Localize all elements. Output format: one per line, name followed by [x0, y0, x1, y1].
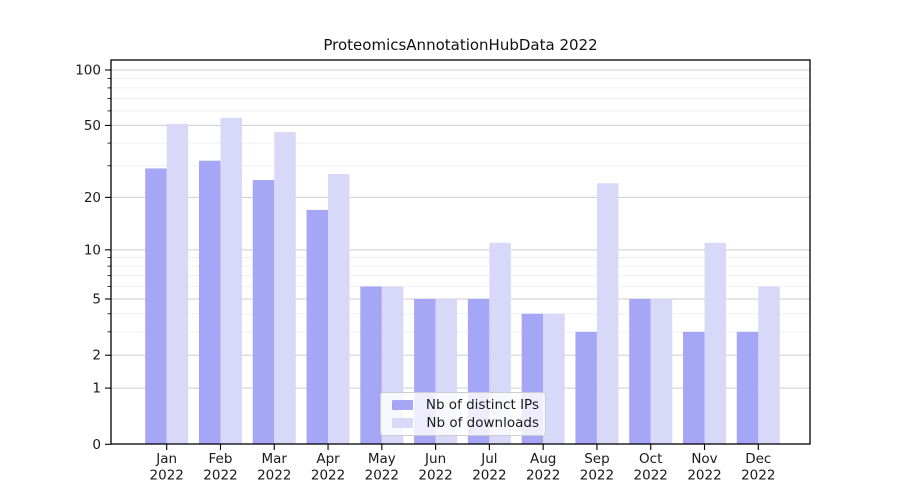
bar-downloads-Feb: [220, 117, 242, 444]
y-tick-label: 2: [92, 348, 101, 364]
x-tick-label-month: Jul: [480, 451, 497, 467]
x-tick-label-month: Jun: [424, 451, 446, 467]
bar-downloads-Apr: [328, 174, 350, 444]
x-tick-label-month: Feb: [209, 451, 233, 467]
y-tick-label: 5: [92, 291, 101, 307]
legend-label-distinct-ips: Nb of distinct IPs: [425, 396, 539, 413]
plot-frame: [110, 59, 811, 445]
x-tick-label-year: 2022: [580, 468, 614, 484]
bar-downloads-Dec: [758, 286, 780, 444]
legend-item-downloads: Nb of downloads: [387, 414, 539, 432]
x-tick-label-year: 2022: [257, 468, 291, 484]
x-tick-label-month: Jan: [155, 451, 177, 467]
bar-distinct-ips-Jan: [145, 168, 167, 444]
x-tick-label-year: 2022: [687, 468, 721, 484]
bar-downloads-Jan: [166, 123, 189, 445]
x-tick-label-year: 2022: [365, 468, 399, 484]
bar-downloads-Nov: [704, 242, 726, 444]
x-tick-label-month: Aug: [530, 451, 556, 467]
bar-distinct-ips-Sep: [575, 331, 597, 444]
bar-downloads-Mar: [274, 132, 296, 444]
x-tick-label-month: Mar: [262, 451, 288, 467]
x-tick-label-month: May: [368, 451, 396, 467]
x-tick-label-month: Dec: [745, 451, 771, 467]
y-tick-label: 0: [92, 437, 101, 453]
bar-distinct-ips-Mar: [252, 180, 275, 445]
bar-downloads-Sep: [596, 183, 619, 444]
chart-title: ProteomicsAnnotationHubData 2022: [323, 36, 598, 54]
y-tick-label: 50: [84, 118, 101, 134]
bar-downloads-Aug: [543, 313, 565, 444]
legend: Nb of distinct IPs Nb of downloads: [380, 392, 546, 436]
x-tick-label-year: 2022: [311, 468, 345, 484]
y-tick-label: 10: [84, 242, 101, 258]
bar-distinct-ips-Dec: [736, 331, 759, 444]
legend-item-distinct-ips: Nb of distinct IPs: [387, 396, 539, 414]
bar-downloads-Oct: [650, 298, 673, 444]
x-tick-label-year: 2022: [472, 468, 506, 484]
bar-distinct-ips-Nov: [683, 331, 705, 444]
x-tick-label-year: 2022: [526, 468, 560, 484]
x-tick-label-year: 2022: [741, 468, 775, 484]
x-tick-label-year: 2022: [150, 468, 184, 484]
x-tick-label-month: Apr: [316, 451, 340, 467]
legend-swatch-distinct-ips-icon: [392, 399, 413, 410]
y-tick-label: 20: [84, 190, 101, 206]
x-tick-label-year: 2022: [418, 468, 452, 484]
bar-distinct-ips-May: [360, 286, 382, 444]
bar-distinct-ips-Oct: [629, 298, 651, 444]
bar-distinct-ips-Feb: [198, 160, 221, 445]
x-tick-label-month: Oct: [639, 451, 662, 467]
x-tick-label-year: 2022: [634, 468, 668, 484]
legend-label-downloads: Nb of downloads: [426, 415, 539, 432]
legend-swatch-downloads-icon: [392, 418, 414, 429]
bar-distinct-ips-Apr: [306, 209, 329, 444]
y-tick-label: 1: [92, 381, 101, 397]
y-tick-label: 100: [75, 63, 101, 79]
x-tick-label-month: Nov: [691, 451, 717, 467]
x-tick-label-month: Sep: [584, 451, 609, 467]
x-tick-label-year: 2022: [203, 468, 237, 484]
